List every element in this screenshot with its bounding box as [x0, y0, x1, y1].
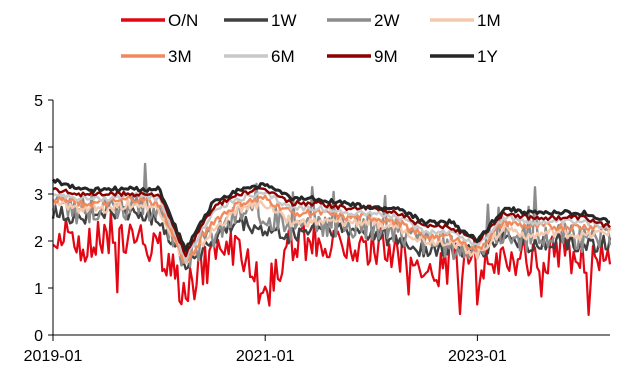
legend-label: 1W — [271, 11, 297, 30]
legend-label: O/N — [168, 11, 198, 30]
legend-label: 2W — [374, 11, 400, 30]
series-line-6m — [52, 191, 611, 264]
legend-label: 1Y — [477, 47, 498, 66]
legend-item-6m: 6M — [224, 47, 295, 66]
x-tick-label: 2023-01 — [448, 348, 507, 365]
legend: O/N 1W 2W 1M 3M 6M 9M 1Y — [121, 11, 501, 66]
legend-item-1y: 1Y — [430, 47, 498, 66]
series-line-1m — [51, 199, 612, 265]
series-line-9m — [52, 187, 611, 258]
legend-item-on: O/N — [121, 11, 198, 30]
legend-label: 3M — [168, 47, 192, 66]
legend-item-1m: 1M — [430, 11, 501, 30]
legend-label: 1M — [477, 11, 501, 30]
y-tick-label: 1 — [34, 281, 43, 298]
series-layer — [51, 162, 612, 316]
y-tick-label: 2 — [34, 234, 43, 251]
axes: 0 1 2 3 4 5 2019-01 2021-01 2023-01 — [24, 93, 610, 365]
y-tick-label: 3 — [34, 187, 43, 204]
series-line-1w — [51, 203, 612, 271]
legend-item-3m: 3M — [121, 47, 192, 66]
legend-item-2w: 2W — [327, 11, 400, 30]
legend-label: 6M — [271, 47, 295, 66]
series-line-on — [52, 211, 612, 316]
x-tick-label: 2019-01 — [24, 348, 83, 365]
legend-item-1w: 1W — [224, 11, 297, 30]
series-line-1y — [51, 178, 611, 252]
x-tick-label: 2021-01 — [236, 348, 295, 365]
y-tick-label: 4 — [34, 140, 43, 157]
legend-item-9m: 9M — [327, 47, 398, 66]
legend-label: 9M — [374, 47, 398, 66]
series-line-3m — [52, 194, 612, 264]
series-line-2w — [51, 162, 612, 268]
y-tick-label: 5 — [34, 93, 43, 110]
y-tick-label: 0 — [34, 328, 43, 345]
